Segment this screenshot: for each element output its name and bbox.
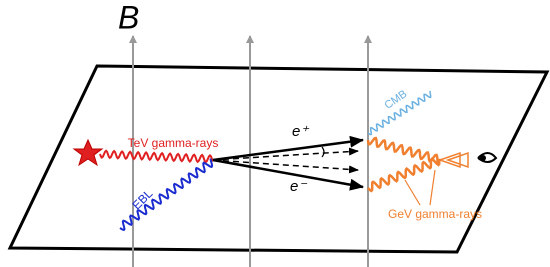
- pointer: [405, 180, 420, 205]
- wave: [368, 159, 439, 191]
- dashed-arrow: [213, 151, 358, 160]
- source-star: [74, 140, 102, 165]
- angle: [322, 147, 324, 157]
- e-plus-label: e⁺: [292, 123, 309, 140]
- e-minus-label: e⁻: [290, 178, 307, 195]
- page: B TeV gamma-rays EBL e⁺ e⁻ CMB GeV gamma…: [0, 0, 550, 267]
- electron-arrow: [213, 160, 363, 187]
- diagram: B TeV gamma-rays EBL e⁺ e⁻ CMB GeV gamma…: [0, 0, 550, 267]
- tev-label: TeV gamma-rays: [128, 136, 219, 150]
- cmb-label: CMB: [382, 88, 409, 112]
- gev-label: GeV gamma-rays: [388, 207, 482, 221]
- arrival-arrows: [440, 153, 468, 167]
- wave: [100, 151, 213, 162]
- field-label: B: [118, 0, 139, 35]
- electron-arrow: [213, 140, 363, 160]
- wave: [368, 138, 438, 164]
- pupil: [480, 155, 486, 161]
- pointer: [430, 170, 435, 205]
